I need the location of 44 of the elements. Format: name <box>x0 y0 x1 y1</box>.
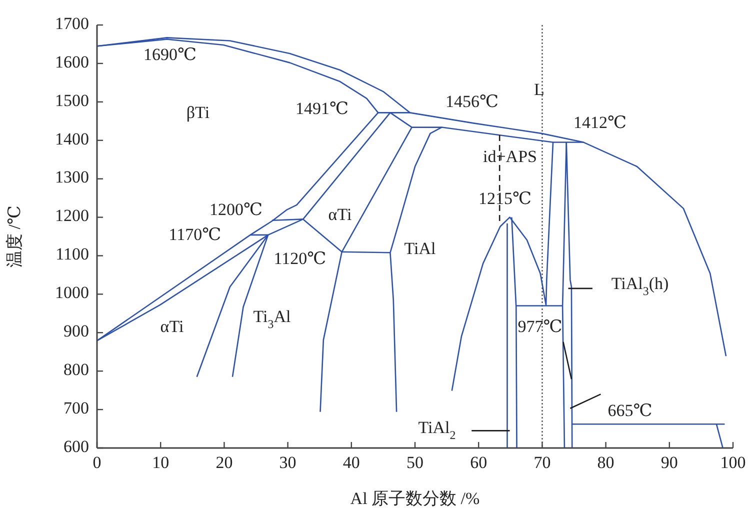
x-tick-label: 60 <box>470 453 488 472</box>
x-tick-label: 0 <box>92 453 102 472</box>
x-tick-label: 40 <box>342 453 360 472</box>
y-tick-label: 700 <box>64 398 89 418</box>
annotation: βTi <box>186 102 210 122</box>
annotation: 1491℃ <box>295 98 349 118</box>
x-tick-label: 90 <box>660 453 678 472</box>
y-tick-label: 1000 <box>55 283 89 302</box>
ref-line-label: L <box>534 80 544 99</box>
x-tick-label: 30 <box>279 453 296 472</box>
annotation: αTi <box>160 316 184 336</box>
annotation: 1690℃ <box>143 44 197 64</box>
annotation: 1200℃ <box>209 200 263 219</box>
y-axis-title: 温度 /℃ <box>5 206 24 268</box>
annotation: 1170℃ <box>168 224 222 244</box>
annotation: TiAl <box>404 238 436 258</box>
annotation: TiAl$_{2}$ <box>418 418 456 442</box>
y-tick-label: 1600 <box>55 52 89 72</box>
x-axis-title: Al 原子数分数 /% <box>350 489 480 508</box>
y-tick-label: 1300 <box>55 168 89 187</box>
annotation: 1456℃ <box>445 92 499 111</box>
y-tick-label: 600 <box>64 436 89 456</box>
x-tick-label: 100 <box>720 453 746 472</box>
annotation: Ti$_{3}$Al <box>253 306 292 331</box>
y-tick-label: 1100 <box>56 244 89 264</box>
x-tick-label: 10 <box>152 453 170 472</box>
y-tick-label: 1400 <box>55 129 89 148</box>
annotation: id+APS <box>483 146 537 166</box>
x-tick-label: 70 <box>534 453 551 472</box>
y-tick-label: 900 <box>64 322 89 341</box>
x-tick-label: 50 <box>406 453 424 472</box>
x-tick-label: 80 <box>597 453 614 472</box>
annotation: 1215℃ <box>478 188 532 208</box>
annotation: TiAl$_{3}$(h) <box>611 274 669 298</box>
y-tick-label: 800 <box>64 360 89 379</box>
y-tick-label: 1700 <box>55 14 89 33</box>
y-tick-label: 1200 <box>55 206 89 226</box>
annotation: αTi <box>328 204 352 224</box>
annotation: 1412℃ <box>573 112 627 132</box>
annotation: 977℃ <box>518 316 562 336</box>
annotation: 1120℃ <box>274 248 326 268</box>
y-tick-label: 1500 <box>55 90 89 110</box>
x-tick-label: 20 <box>216 453 233 472</box>
annotation: 665℃ <box>608 400 652 420</box>
